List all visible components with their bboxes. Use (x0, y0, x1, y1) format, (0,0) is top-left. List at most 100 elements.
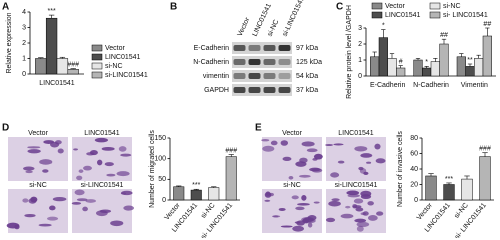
blot-band (233, 73, 246, 79)
cell (367, 201, 374, 206)
cell (76, 175, 83, 181)
cell (23, 166, 35, 171)
legend-label: Vector (105, 45, 126, 52)
panel-label: B (170, 2, 177, 13)
panel-label: A (2, 2, 9, 13)
cell (49, 205, 56, 211)
y-tick-label: 20 (410, 181, 418, 188)
cell (24, 213, 36, 218)
x-tick-label: Vimentin (461, 82, 488, 89)
cell (359, 168, 367, 174)
legend-label: si-LINC01541 (105, 72, 148, 79)
bar (378, 37, 388, 77)
cell (288, 175, 294, 180)
y-tick-label: 150 (154, 135, 166, 142)
cell (120, 153, 132, 157)
blot-band (233, 59, 246, 65)
y-tick-label: 3 (22, 24, 26, 31)
blot-band (263, 45, 276, 51)
cell (39, 159, 53, 165)
cell (360, 190, 372, 197)
cell (325, 217, 336, 223)
cell (354, 146, 368, 152)
bar (67, 69, 79, 75)
image-label: LINC01541 (338, 130, 374, 137)
bar (370, 56, 380, 77)
size-label: 54 kDa (296, 73, 318, 80)
cell (271, 215, 281, 218)
cell (27, 149, 41, 154)
blot-band (233, 45, 246, 51)
cell (296, 220, 305, 226)
cell (280, 140, 289, 146)
y-tick-label: 100 (154, 156, 166, 163)
cell (110, 220, 124, 227)
bar (465, 66, 475, 77)
image-label: si-NC (283, 182, 301, 189)
blot-band (278, 73, 291, 79)
size-label: 125 kDa (296, 59, 322, 66)
bar (456, 56, 466, 77)
cell (340, 213, 354, 219)
x-tick-label: si-NC (453, 202, 470, 220)
y-tick-label: 2 (358, 41, 362, 48)
x-tick-label: si-NC (200, 202, 217, 220)
cell (354, 218, 367, 223)
cell (374, 143, 381, 150)
bar (208, 187, 220, 201)
cell (262, 145, 275, 152)
image-label: LINC01541 (84, 130, 120, 137)
cell (282, 156, 292, 162)
cell (106, 173, 116, 177)
cell (42, 169, 49, 173)
cell (99, 209, 112, 213)
cell (83, 165, 92, 171)
cell (120, 192, 127, 195)
legend-swatch (429, 2, 441, 10)
legend-label: Vector (385, 3, 406, 10)
y-axis-label: Relative expression (6, 12, 13, 73)
bar (56, 58, 69, 75)
cell (356, 221, 370, 228)
cell (89, 149, 98, 156)
panel-label: E (255, 123, 262, 134)
bar (396, 67, 406, 77)
bar (479, 156, 491, 201)
cell (57, 148, 64, 154)
cell (337, 160, 345, 164)
bar (439, 43, 449, 77)
y-tick-label: 1 (358, 57, 362, 64)
significance-mark: *** (192, 182, 200, 189)
cell (78, 169, 84, 173)
bar (413, 59, 423, 77)
cell (353, 198, 364, 204)
lane-label: Vector (237, 16, 252, 38)
significance-mark: ### (225, 147, 237, 154)
y-tick-label: 1 (22, 55, 26, 62)
cell (376, 211, 384, 216)
cell (6, 222, 20, 229)
cell (96, 159, 103, 166)
cell (313, 201, 320, 204)
cell (269, 192, 274, 197)
size-label: 97 kDa (296, 45, 318, 52)
legend-label: LINC01541 (385, 12, 421, 19)
legend-label: si-NC (105, 63, 123, 70)
cell (270, 140, 278, 146)
significance-mark: ** (467, 57, 473, 64)
y-tick-label: 0 (358, 73, 362, 80)
cell (104, 162, 114, 167)
blot-band (248, 45, 261, 51)
legend-swatch (91, 44, 103, 52)
y-tick-label: 50 (158, 176, 166, 183)
blot-strip (232, 42, 292, 54)
y-axis-label: Relative protein level /GAPDH (346, 5, 353, 99)
legend-swatch (91, 62, 103, 70)
bar (190, 189, 202, 201)
cell (301, 194, 307, 201)
bar (422, 67, 432, 77)
blot-strip (232, 56, 292, 68)
bar (474, 58, 484, 77)
blot-band (248, 87, 261, 93)
